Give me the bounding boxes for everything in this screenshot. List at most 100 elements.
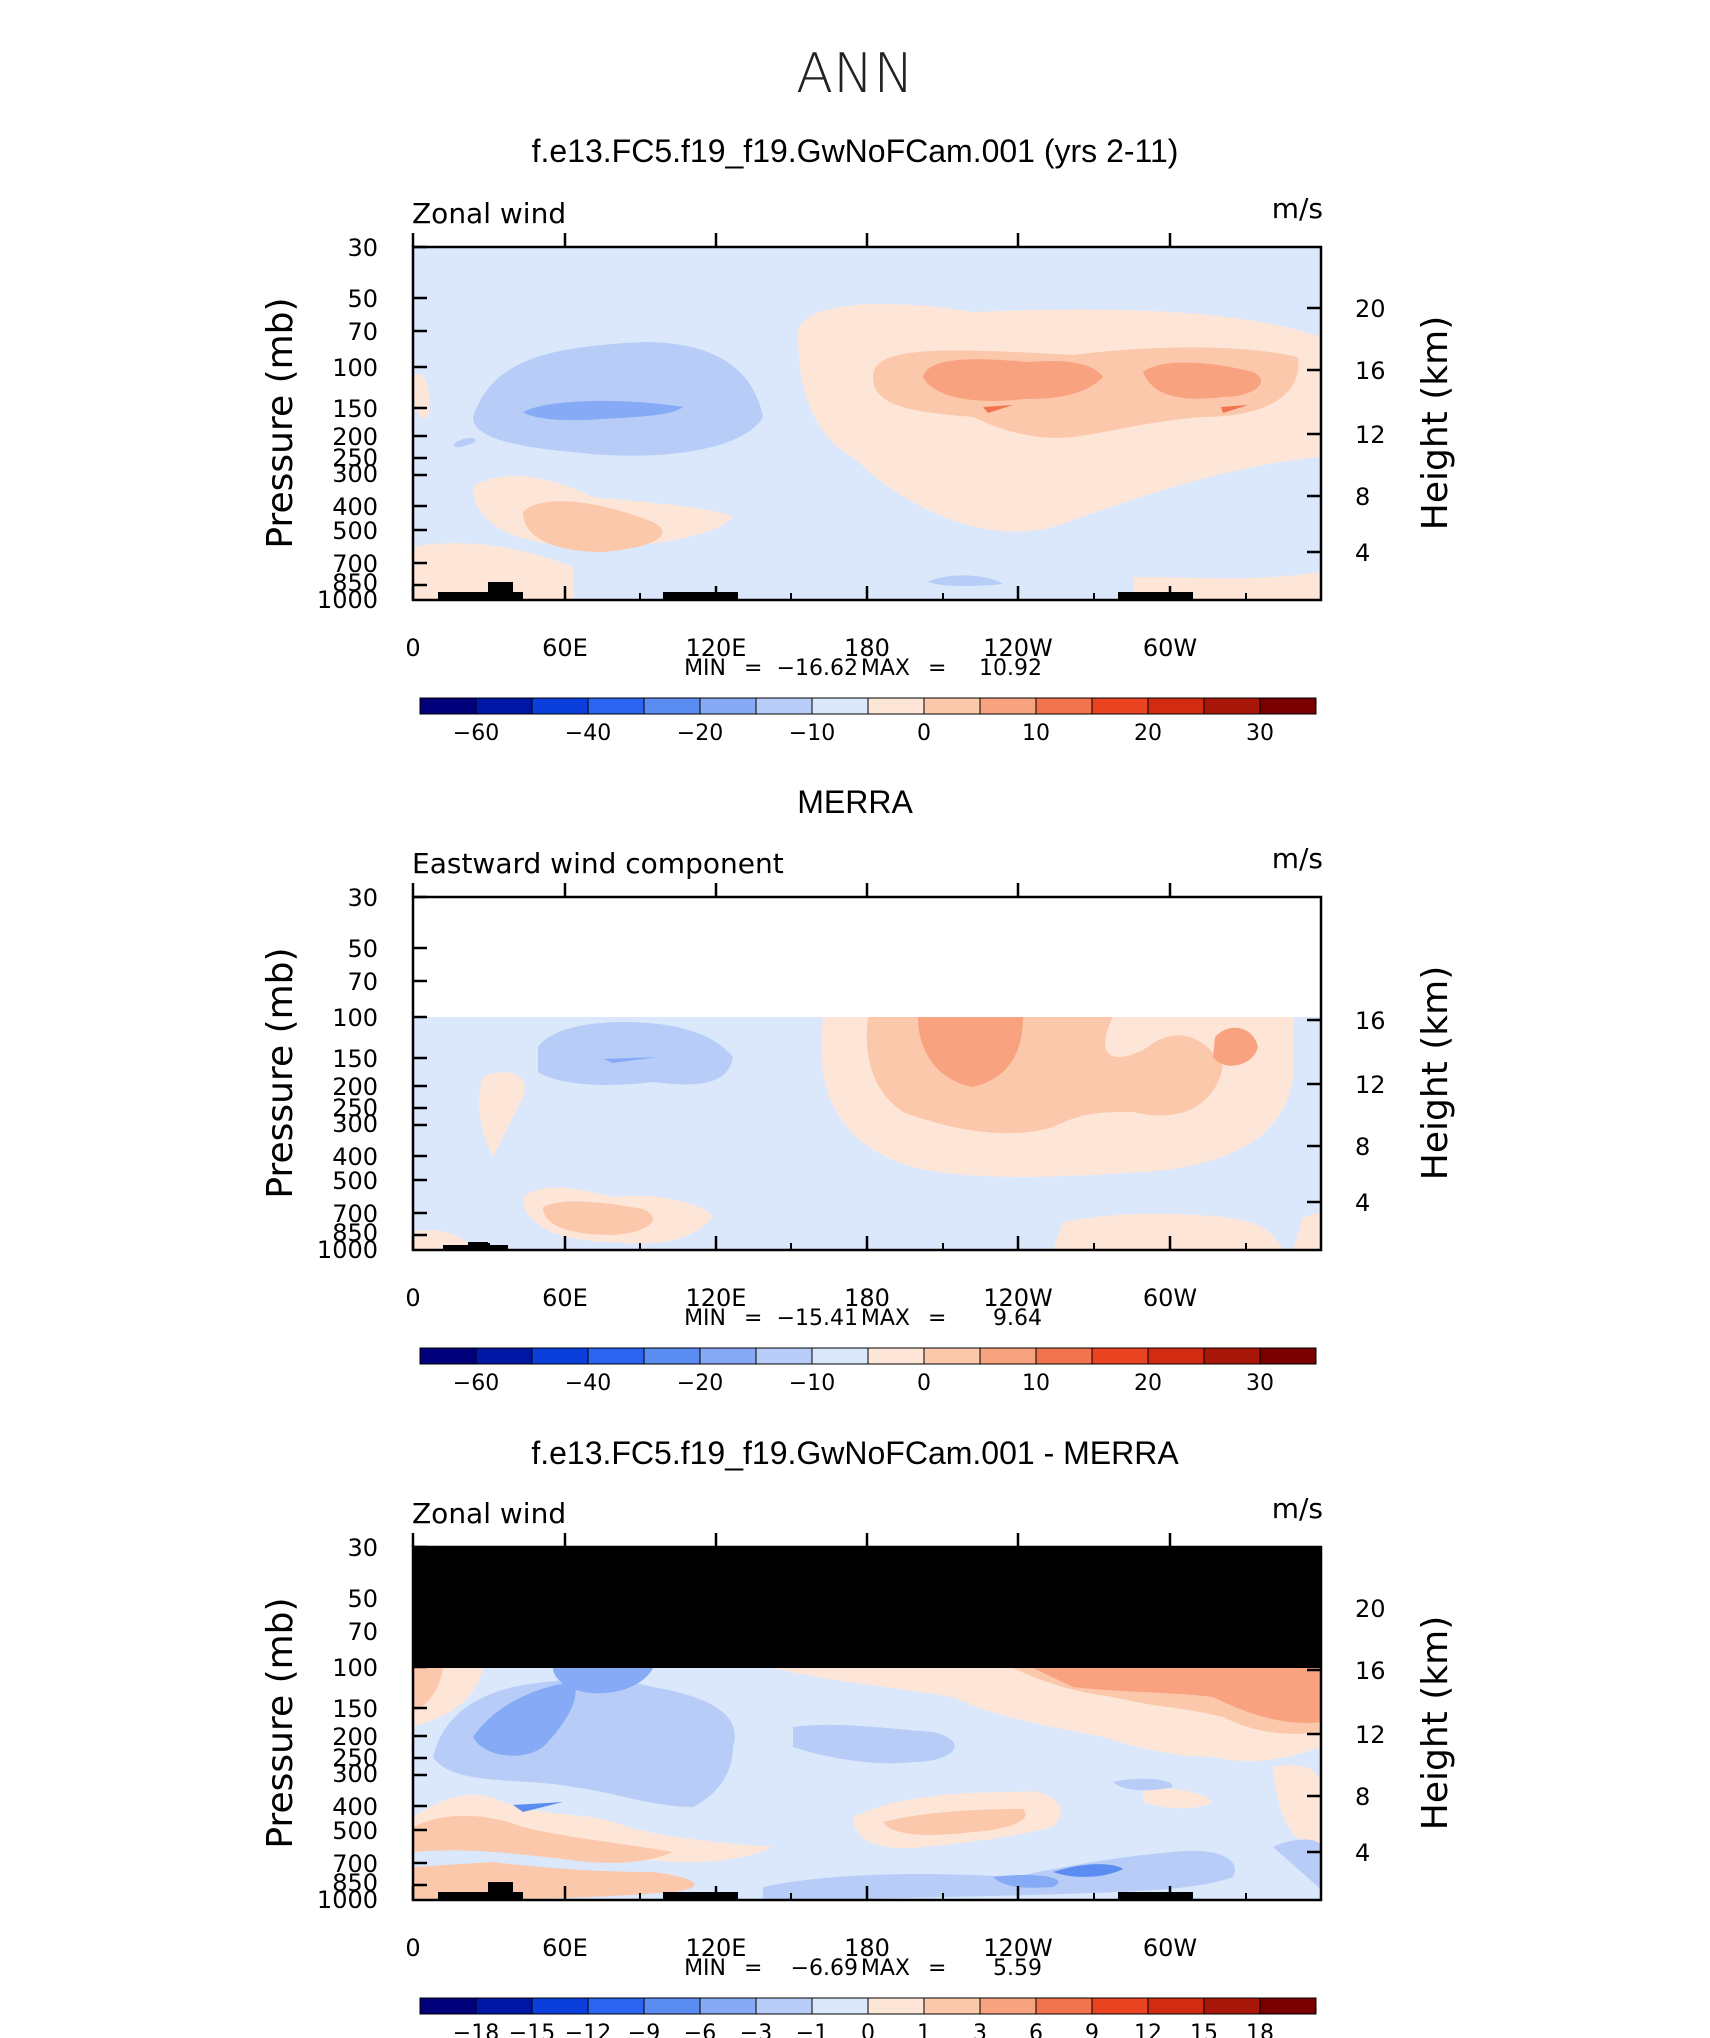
- y-tick-label: 200: [332, 1723, 378, 1751]
- x-tick-label: 60W: [1143, 634, 1197, 662]
- y2-tick-label: 16: [1355, 1657, 1386, 1685]
- y-tick-label: 200: [332, 423, 378, 451]
- y2-axis: 20 16 12 8 4 Height (km): [1307, 1595, 1456, 1867]
- contour-field: [411, 245, 1323, 602]
- x-tick-label: 120E: [686, 634, 747, 662]
- colorbar-label: −60: [453, 721, 499, 746]
- x-tick-label: 180: [844, 1284, 890, 1312]
- min-value: −16.62: [777, 656, 858, 681]
- colorbar-swatch: [1259, 1347, 1317, 1365]
- y-tick-label: 300: [332, 1760, 378, 1788]
- colorbar-label: −40: [565, 1371, 611, 1396]
- panel-model: Zonal wind m/s: [260, 192, 1456, 746]
- colorbar-swatch: [811, 697, 869, 715]
- x-axis: 0 60E 120E 180 120W 60W: [405, 233, 1247, 662]
- y2-tick-label: 4: [1355, 539, 1370, 567]
- colorbar-swatch: [475, 697, 533, 715]
- field-label: Eastward wind component: [412, 847, 784, 880]
- x-tick-label: 60E: [542, 1284, 588, 1312]
- colorbar-label: 10: [1022, 1371, 1050, 1396]
- colorbar-label: −60: [453, 1371, 499, 1396]
- x-tick-label: 60E: [542, 1934, 588, 1962]
- min-label: MIN: [684, 656, 726, 681]
- colorbar-swatch: [699, 1997, 757, 2015]
- y-axis: 30 50 70 100 150 200 250 300 400 500 700…: [260, 1534, 427, 1914]
- stats-line: MIN = −15.41 MAX = 9.64: [684, 1306, 1042, 1331]
- colorbar-swatch: [419, 697, 477, 715]
- colorbar-label: −9: [628, 2021, 660, 2038]
- colorbar-swatch: [587, 697, 645, 715]
- x-tick-label: 120E: [686, 1284, 747, 1312]
- y-tick-label: 400: [332, 1793, 378, 1821]
- colorbar-label: −1: [796, 2021, 828, 2038]
- y-tick-label: 100: [332, 1654, 378, 1682]
- colorbar-swatch: [1035, 1997, 1093, 2015]
- colorbar-label: 3: [973, 2021, 987, 2038]
- colorbar-label: 0: [917, 721, 931, 746]
- x-tick-label: 180: [844, 634, 890, 662]
- colorbar: −18 −15 −12 −9 −6 −3 −1 0 1 3 6 9 12 15 18: [419, 1997, 1317, 2038]
- x-tick-label: 60W: [1143, 1284, 1197, 1312]
- colorbar-swatch: [699, 1347, 757, 1365]
- colorbar-label: 30: [1246, 1371, 1274, 1396]
- colorbar-swatch: [755, 1347, 813, 1365]
- colorbar-swatch: [1091, 697, 1149, 715]
- colorbar-swatch: [979, 697, 1037, 715]
- colorbar-swatch: [755, 1997, 813, 2015]
- x-tick-label: 0: [405, 1934, 420, 1962]
- y-axis: 30 50 70 100 150 200 250 300 400 500 700…: [260, 884, 427, 1264]
- colorbar-swatch: [1203, 1347, 1261, 1365]
- units-label: m/s: [1272, 842, 1323, 875]
- colorbar-label: −10: [789, 721, 835, 746]
- colorbar-label: 18: [1246, 2021, 1274, 2038]
- max-equals: =: [928, 1956, 946, 1981]
- field-label: Zonal wind: [412, 197, 566, 230]
- colorbar-label: 9: [1085, 2021, 1099, 2038]
- colorbar-label: 0: [861, 2021, 875, 2038]
- colorbar-swatch: [1035, 1347, 1093, 1365]
- colorbar-label: −18: [453, 2021, 499, 2038]
- y-tick-label: 700: [332, 1850, 378, 1878]
- y-tick-label: 300: [332, 460, 378, 488]
- max-label: MAX: [861, 656, 910, 681]
- y-tick-label: 100: [332, 1004, 378, 1032]
- x-axis: 0 60E 120E 180 120W 60W: [405, 1533, 1247, 1962]
- max-label: MAX: [861, 1306, 910, 1331]
- colorbar-swatch: [1091, 1997, 1149, 2015]
- x-tick-label: 120E: [686, 1934, 747, 1962]
- colorbar-label: −15: [509, 2021, 555, 2038]
- colorbar-swatch: [531, 1347, 589, 1365]
- y-tick-label: 50: [347, 285, 378, 313]
- colorbar-swatch: [1035, 697, 1093, 715]
- x-axis: 0 60E 120E 180 120W 60W: [405, 883, 1247, 1312]
- x-tick-label: 60E: [542, 634, 588, 662]
- y-tick-label: 70: [347, 318, 378, 346]
- y2-axis: 16 12 8 4 Height (km): [1307, 966, 1456, 1217]
- max-equals: =: [928, 656, 946, 681]
- y2-tick-label: 16: [1355, 1007, 1386, 1035]
- colorbar-label: −20: [677, 1371, 723, 1396]
- y-tick-label: 30: [347, 884, 378, 912]
- colorbar-swatch: [587, 1347, 645, 1365]
- y-tick-label: 30: [347, 234, 378, 262]
- colorbar-label: −20: [677, 721, 723, 746]
- y-tick-label: 850: [332, 1869, 378, 1897]
- min-value: −15.41: [777, 1306, 858, 1331]
- y2-tick-label: 20: [1355, 1595, 1386, 1623]
- x-tick-label: 120W: [983, 1934, 1053, 1962]
- colorbar: −60 −40 −20 −10 0 10 20 30: [419, 697, 1317, 746]
- colorbar-swatch: [1147, 1347, 1205, 1365]
- colorbar-swatch: [811, 1347, 869, 1365]
- y-tick-label: 700: [332, 1200, 378, 1228]
- units-label: m/s: [1272, 1492, 1323, 1525]
- y-tick-label: 1000: [317, 1886, 378, 1914]
- y-tick-label: 850: [332, 1219, 378, 1247]
- y-tick-label: 1000: [317, 1236, 378, 1264]
- min-equals: =: [744, 1956, 762, 1981]
- y-tick-label: 200: [332, 1073, 378, 1101]
- y2-axis: 20 16 12 8 4 Height (km): [1307, 295, 1456, 567]
- y2-tick-label: 8: [1355, 1783, 1370, 1811]
- colorbar-swatch: [755, 697, 813, 715]
- colorbar-swatch: [867, 697, 925, 715]
- y2-tick-label: 4: [1355, 1839, 1370, 1867]
